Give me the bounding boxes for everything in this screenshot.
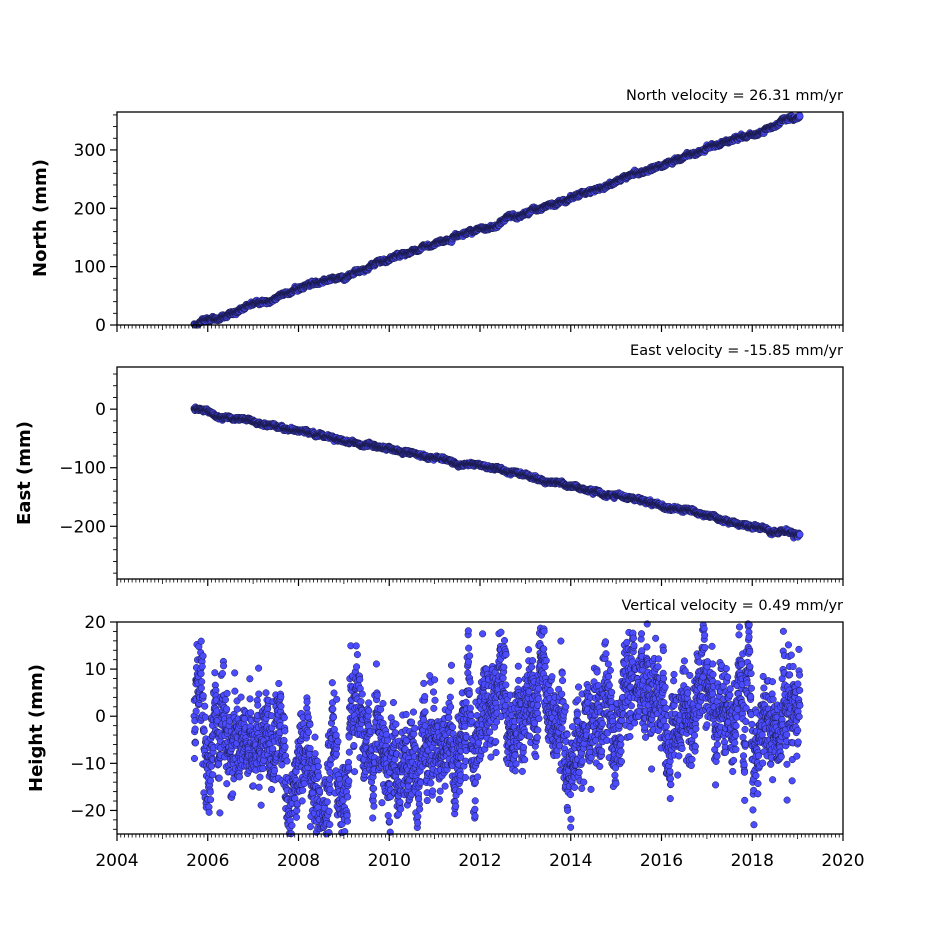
north-points <box>190 111 804 329</box>
north-x-ticks <box>116 325 844 332</box>
east-panel: East velocity = -15.85 mm/yr East (mm) 0… <box>14 343 844 586</box>
north-y-ticks: 0 100 200 300 <box>74 114 117 336</box>
east-y-axis-label: East (mm) <box>14 421 35 525</box>
north-panel: North velocity = 26.31 mm/yr North (mm) … <box>30 88 844 336</box>
y-tick-label: 200 <box>74 199 106 219</box>
data-point <box>796 112 804 120</box>
y-tick-label: 0 <box>95 316 106 336</box>
north-velocity-title: North velocity = 26.31 mm/yr <box>626 88 843 104</box>
y-tick-label: 100 <box>74 258 106 278</box>
north-y-axis-label: North (mm) <box>30 159 51 277</box>
y-tick-label: 300 <box>74 141 106 161</box>
east-velocity-title: East velocity = -15.85 mm/yr <box>630 343 843 359</box>
east-points <box>190 403 804 542</box>
